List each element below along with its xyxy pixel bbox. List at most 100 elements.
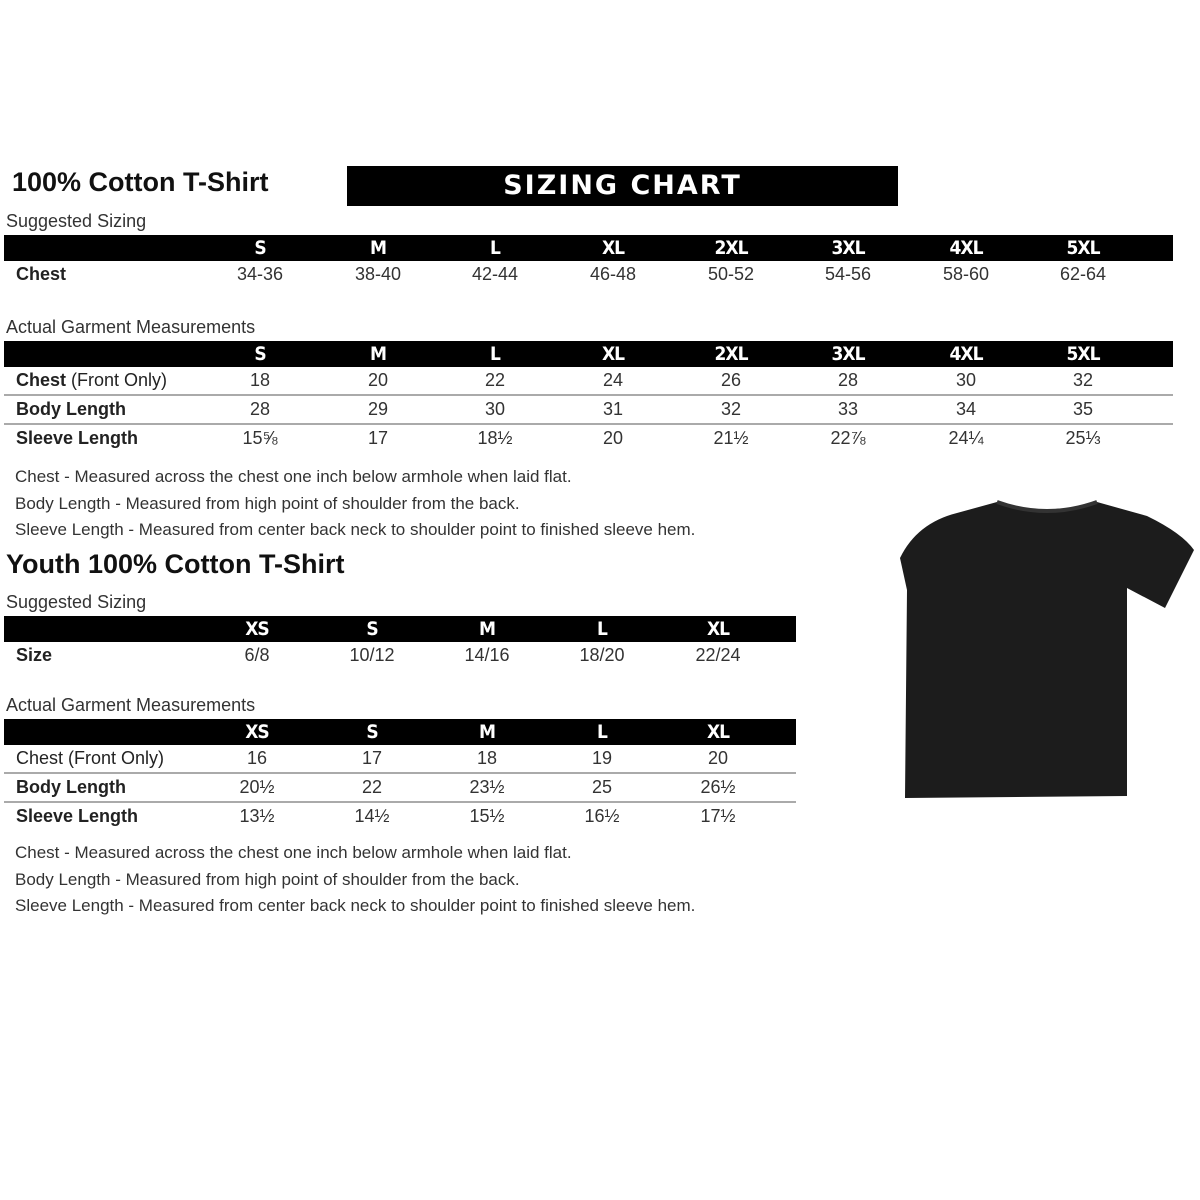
row-label-text: Chest xyxy=(16,370,67,390)
table-row: Chest (Front Only) 16 17 18 19 20 xyxy=(4,745,796,774)
measurement-note: Chest - Measured across the chest one in… xyxy=(15,843,572,862)
row-label-suffix: (Front Only) xyxy=(66,370,168,390)
cell-value: 26½ xyxy=(700,777,736,797)
size-header: S xyxy=(254,237,266,259)
size-header: XL xyxy=(601,237,625,259)
cell-value: 20 xyxy=(707,748,729,768)
row-label: Body Length xyxy=(16,774,126,801)
size-header: XL xyxy=(706,721,730,743)
cell-value: 16 xyxy=(246,748,268,768)
row-label-text: Sleeve Length xyxy=(16,428,139,448)
size-header: 4XL xyxy=(949,343,984,365)
measurement-note: Body Length - Measured from high point o… xyxy=(15,869,520,889)
size-header: 4XL xyxy=(949,237,984,259)
cell-value: 14½ xyxy=(354,806,390,826)
adult-suggested-table: S M L XL 2XL 3XL 4XL 5XL Chest 34-36 38-40 42-44 46-… xyxy=(4,235,1173,288)
cell-value: 62-64 xyxy=(1059,264,1107,284)
size-header: M xyxy=(478,618,496,640)
row-label: Body Length xyxy=(16,396,126,423)
size-header: 2XL xyxy=(714,237,749,259)
cell-value: 18 xyxy=(476,748,498,768)
cell-value: 20 xyxy=(367,370,389,390)
size-header: 3XL xyxy=(831,343,866,365)
youth-actual-label: Actual Garment Measurements xyxy=(6,695,256,715)
row-label: Sleeve Length xyxy=(16,803,138,830)
cell-value: 22⅞ xyxy=(830,428,866,448)
table-row: Body Length 28 29 30 31 32 33 34 35 xyxy=(4,396,1173,425)
measurement-note: Sleeve Length - Measured from center bac… xyxy=(15,896,696,915)
cell-value: 38-40 xyxy=(354,264,402,284)
table-row: Size 6/8 10/12 14/16 18/20 22/24 xyxy=(4,642,796,669)
cell-value: 54-56 xyxy=(824,264,872,284)
cell-value: 50-52 xyxy=(707,264,755,284)
cell-value: 19 xyxy=(591,748,613,768)
cell-value: 24¼ xyxy=(948,428,984,448)
size-header: L xyxy=(490,343,501,365)
size-header: L xyxy=(490,237,501,259)
measurement-note: Chest - Measured across the chest one in… xyxy=(15,467,572,486)
row-label: Size xyxy=(16,642,52,669)
adult-title: 100% Cotton T-Shirt xyxy=(12,167,269,197)
size-header: M xyxy=(369,237,387,259)
tshirt-image xyxy=(900,500,1194,798)
size-header-bar: S M L XL 2XL 3XL 4XL 5XL xyxy=(4,341,1173,367)
youth-suggested-table: XS S M L XL Size 6/8 10/12 14/16 18/20 22/24 xyxy=(4,616,796,669)
cell-value: 22 xyxy=(484,370,506,390)
size-header: XS xyxy=(245,618,270,640)
cell-value: 42-44 xyxy=(471,264,519,284)
youth-actual-table: XS S M L XL Chest (Front Only) 16 17 18 19 20 Body … xyxy=(4,719,796,830)
row-label: Chest (Front Only) xyxy=(16,745,164,772)
cell-value: 31 xyxy=(602,399,624,419)
size-header: L xyxy=(597,721,608,743)
cell-value: 22/24 xyxy=(695,645,741,665)
cell-value: 20½ xyxy=(239,777,275,797)
youth-title: Youth 100% Cotton T-Shirt xyxy=(6,549,345,579)
table-row: Sleeve Length 13½ 14½ 15½ 16½ 17½ xyxy=(4,803,796,830)
cell-value: 34 xyxy=(955,399,977,419)
cell-value: 58-60 xyxy=(942,264,990,284)
adult-suggested-label: Suggested Sizing xyxy=(6,211,147,231)
size-header: XL xyxy=(706,618,730,640)
cell-value: 16½ xyxy=(584,806,620,826)
cell-value: 32 xyxy=(720,399,742,419)
cell-value: 24 xyxy=(602,370,624,390)
cell-value: 23½ xyxy=(469,777,505,797)
row-label-text: Chest (Front Only) xyxy=(16,748,165,768)
cell-value: 25⅓ xyxy=(1065,428,1101,448)
cell-value: 28 xyxy=(837,370,859,390)
measurement-note: Sleeve Length - Measured from center bac… xyxy=(15,520,696,539)
cell-value: 29 xyxy=(367,399,389,419)
cell-value: 20 xyxy=(602,428,624,448)
cell-value: 21½ xyxy=(713,428,749,448)
size-header: S xyxy=(254,343,266,365)
cell-value: 10/12 xyxy=(349,645,395,665)
cell-value: 6/8 xyxy=(244,645,270,665)
cell-value: 25 xyxy=(591,777,613,797)
cell-value: 34-36 xyxy=(236,264,284,284)
size-header: S xyxy=(366,618,378,640)
table-row: Body Length 20½ 22 23½ 25 26½ xyxy=(4,774,796,803)
row-label-text: Body Length xyxy=(16,777,126,797)
size-header-bar: S M L XL 2XL 3XL 4XL 5XL xyxy=(4,235,1173,261)
row-label: Chest (Front Only) xyxy=(16,367,167,394)
cell-value: 17½ xyxy=(700,806,736,826)
cell-value: 18½ xyxy=(477,428,513,448)
cell-value: 33 xyxy=(837,399,859,419)
row-label: Sleeve Length xyxy=(16,425,138,452)
cell-value: 18 xyxy=(249,370,271,390)
cell-value: 18/20 xyxy=(579,645,625,665)
adult-actual-table: S M L XL 2XL 3XL 4XL 5XL Chest (Front Only) 18 20 2… xyxy=(4,341,1173,452)
size-header: 5XL xyxy=(1066,343,1101,365)
cell-value: 32 xyxy=(1072,370,1094,390)
size-header-bar: XS S M L XL xyxy=(4,616,796,642)
adult-actual-label: Actual Garment Measurements xyxy=(6,317,256,337)
youth-suggested-label: Suggested Sizing xyxy=(6,592,147,612)
cell-value: 17 xyxy=(361,748,383,768)
cell-value: 15⅝ xyxy=(242,428,278,448)
size-header: 2XL xyxy=(714,343,749,365)
cell-value: 15½ xyxy=(469,806,505,826)
measurement-note: Body Length - Measured from high point o… xyxy=(15,493,520,513)
size-header-bar: XS S M L XL xyxy=(4,719,796,745)
size-header: 3XL xyxy=(831,237,866,259)
